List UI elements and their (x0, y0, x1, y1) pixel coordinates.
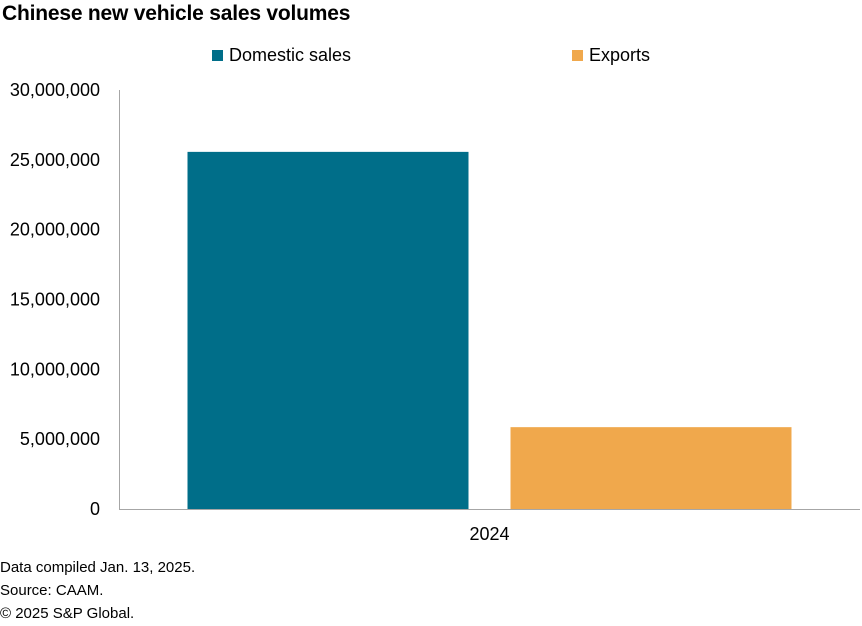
legend-label-domestic-sales: Domestic sales (229, 45, 352, 65)
source-note: Source: CAAM. (0, 582, 104, 599)
bar-exports (510, 427, 792, 509)
y-tick-label: 5,000,000 (20, 429, 100, 449)
y-tick-label: 20,000,000 (10, 220, 100, 240)
y-tick-label: 15,000,000 (10, 290, 100, 310)
y-tick-label: 30,000,000 (10, 80, 100, 100)
legend-label-exports: Exports (589, 45, 651, 65)
legend-swatch-exports (572, 50, 583, 61)
y-tick-label: 25,000,000 (10, 150, 100, 170)
chart-title: Chinese new vehicle sales volumes (2, 2, 351, 25)
y-tick-label: 10,000,000 (10, 359, 100, 379)
copyright-note: © 2025 S&P Global. (0, 605, 135, 622)
legend-swatch-domestic-sales (212, 50, 223, 61)
legend-item-domestic-sales: Domestic sales (212, 45, 351, 66)
bar-domestic-sales (187, 151, 469, 510)
y-tick-label: 0 (90, 499, 100, 519)
chart-legend: Domestic sales Exports (0, 45, 862, 69)
chart-footer: Data compiled Jan. 13, 2025. Source: CAA… (0, 556, 195, 625)
legend-item-exports: Exports (572, 45, 650, 66)
bar-chart: 0 5,000,000 10,000,000 15,000,000 20,000,000… (10, 80, 860, 544)
data-compiled-note: Data compiled Jan. 13, 2025. (0, 559, 196, 576)
x-tick-label: 2024 (469, 524, 509, 544)
